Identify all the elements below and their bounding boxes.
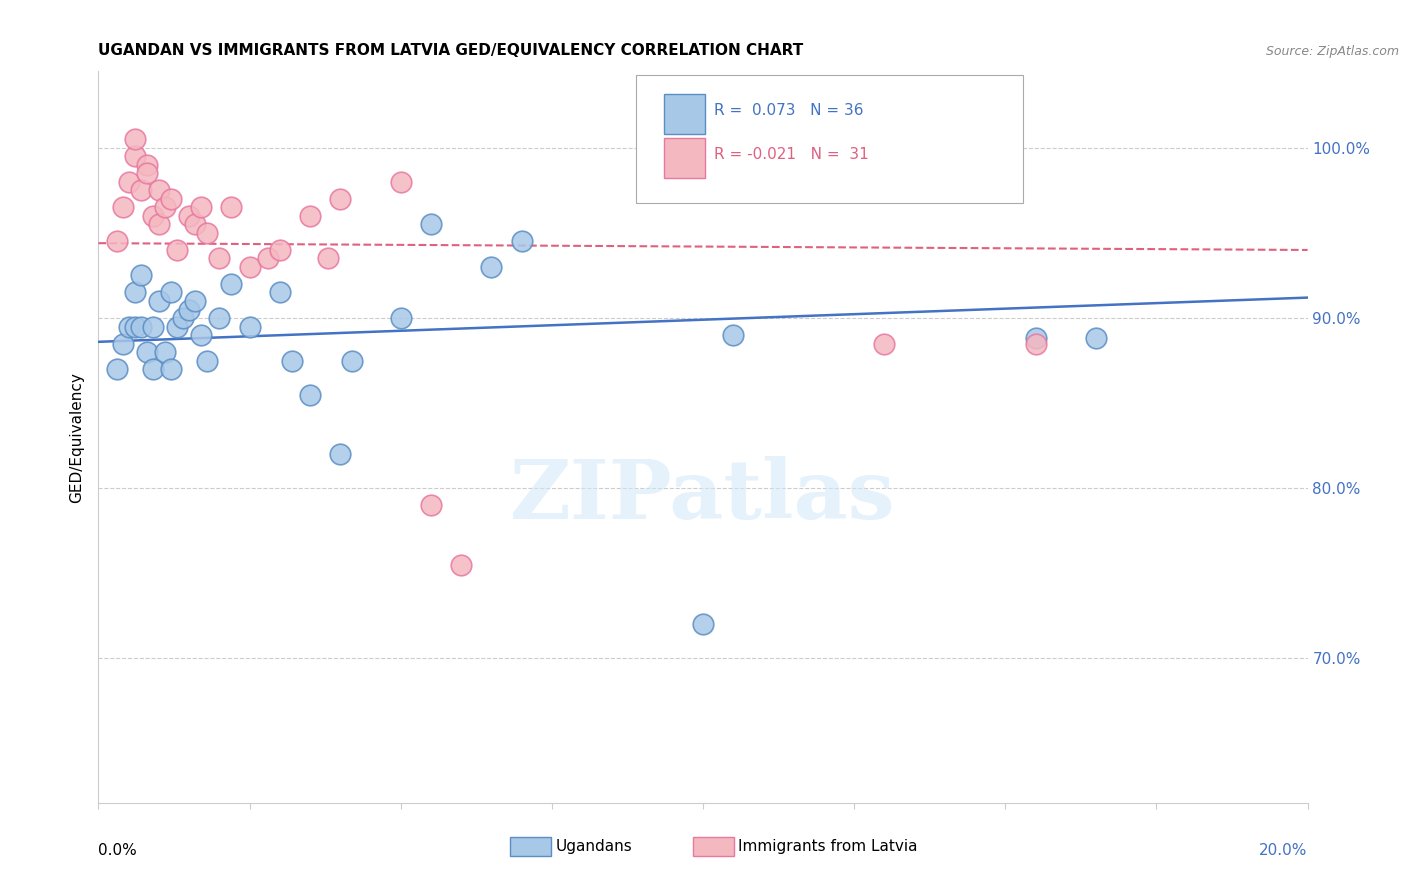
Point <box>1024 331 1046 345</box>
Point <box>160 362 183 376</box>
Point <box>190 201 212 215</box>
Point <box>195 226 218 240</box>
Point <box>1024 336 1046 351</box>
Point <box>269 285 291 300</box>
Point <box>389 175 412 189</box>
Point <box>510 235 533 249</box>
Point <box>299 209 322 223</box>
FancyBboxPatch shape <box>664 95 706 134</box>
Point <box>148 293 170 308</box>
Point <box>153 345 176 359</box>
Point <box>105 235 128 249</box>
Point <box>179 209 201 223</box>
Point <box>142 319 165 334</box>
Point <box>179 302 201 317</box>
Point <box>118 175 141 189</box>
Point <box>281 353 304 368</box>
Point <box>129 268 152 283</box>
Point <box>184 218 207 232</box>
Point <box>420 498 443 512</box>
Point <box>148 218 170 232</box>
Point <box>160 285 183 300</box>
Point <box>153 201 176 215</box>
FancyBboxPatch shape <box>637 75 1024 203</box>
Text: UGANDAN VS IMMIGRANTS FROM LATVIA GED/EQUIVALENCY CORRELATION CHART: UGANDAN VS IMMIGRANTS FROM LATVIA GED/EQ… <box>98 43 804 58</box>
Point <box>124 319 146 334</box>
Point <box>135 166 157 180</box>
Point <box>142 362 165 376</box>
Point <box>481 260 503 274</box>
Text: ZIPatlas: ZIPatlas <box>510 456 896 535</box>
Point <box>420 218 443 232</box>
Point <box>111 201 134 215</box>
Point <box>723 328 745 343</box>
Point <box>124 132 146 146</box>
Point <box>389 311 412 326</box>
Point <box>129 183 152 197</box>
Point <box>221 201 243 215</box>
Text: 0.0%: 0.0% <box>98 843 138 858</box>
Point <box>142 209 165 223</box>
Point <box>135 158 157 172</box>
FancyBboxPatch shape <box>664 138 706 178</box>
Point <box>269 243 291 257</box>
Point <box>118 319 141 334</box>
Point <box>160 192 183 206</box>
Point <box>105 362 128 376</box>
Text: Immigrants from Latvia: Immigrants from Latvia <box>738 839 918 854</box>
Point <box>221 277 243 291</box>
Point <box>184 293 207 308</box>
Point <box>329 447 352 461</box>
Text: R = -0.021   N =  31: R = -0.021 N = 31 <box>714 146 869 161</box>
Point <box>299 387 322 401</box>
Point <box>1085 331 1108 345</box>
Point <box>190 328 212 343</box>
Point <box>148 183 170 197</box>
Point <box>172 311 194 326</box>
Point <box>873 336 896 351</box>
Text: 20.0%: 20.0% <box>1260 843 1308 858</box>
Point <box>316 252 339 266</box>
Point <box>124 149 146 163</box>
Point <box>450 558 472 572</box>
Point <box>166 243 188 257</box>
Point <box>329 192 352 206</box>
Point <box>208 311 231 326</box>
Text: R =  0.073   N = 36: R = 0.073 N = 36 <box>714 103 863 118</box>
Text: Source: ZipAtlas.com: Source: ZipAtlas.com <box>1265 45 1399 58</box>
Point <box>239 319 262 334</box>
Text: Ugandans: Ugandans <box>555 839 633 854</box>
Point <box>342 353 364 368</box>
Point <box>111 336 134 351</box>
Point <box>195 353 218 368</box>
Y-axis label: GED/Equivalency: GED/Equivalency <box>69 372 84 502</box>
Point <box>692 617 714 632</box>
Point <box>256 252 278 266</box>
Point <box>124 285 146 300</box>
Point <box>129 319 152 334</box>
Point <box>166 319 188 334</box>
Point <box>208 252 231 266</box>
Point <box>135 345 157 359</box>
Point <box>239 260 262 274</box>
